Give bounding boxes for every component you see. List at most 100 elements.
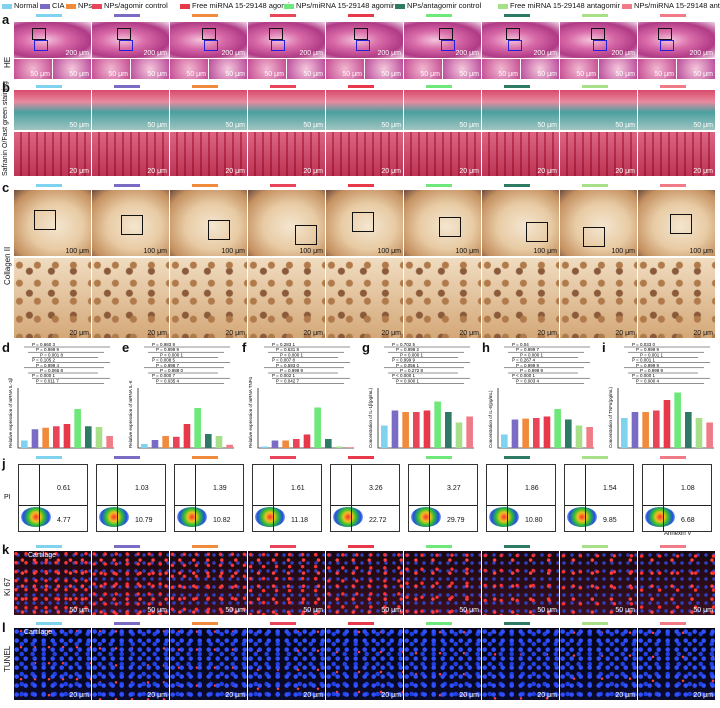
panel-a-letter: a xyxy=(2,12,10,27)
safranin-overview-image: 50 μm xyxy=(638,90,715,130)
legend-swatch xyxy=(40,3,50,9)
scale-bar-label: 20 μm xyxy=(615,692,635,699)
bar xyxy=(554,409,561,448)
chart-axis xyxy=(257,388,354,449)
upper-right-quadrant-value: 1.86 xyxy=(525,485,539,492)
group-color-bar xyxy=(36,14,62,17)
p-value-label: P = 0.999 9 xyxy=(520,368,544,373)
group-color-bar xyxy=(660,184,686,187)
region-box xyxy=(506,28,520,40)
panel-g-letter: g xyxy=(362,340,370,355)
p-value-label: P = 0.272 8 xyxy=(400,368,424,373)
bar xyxy=(63,424,71,448)
scale-bar-label: 50 μm xyxy=(147,607,167,614)
tissue-label: Cartilage xyxy=(24,629,53,636)
p-value-label: P = 0.999 9 xyxy=(636,347,660,352)
scale-bar-label: 50 μm xyxy=(342,71,362,78)
scale-bar-label: 20 μm xyxy=(225,692,245,699)
legend-label: NPs/agomir control xyxy=(104,1,168,10)
safranin-zoom-image: 20 μm xyxy=(404,132,481,176)
scale-bar-label: 50 μm xyxy=(303,122,323,129)
he-zoom-image: 50 μm xyxy=(638,59,676,79)
group-color-bar xyxy=(348,14,374,17)
p-value-label: P < 0.000 1 xyxy=(512,373,536,378)
scale-bar-label: 20 μm xyxy=(459,692,479,699)
p-value-label: P < 0.000 1 xyxy=(280,352,304,357)
bar-chart-i: Concentration of TNFα(pg/mL)P = 0.033 0P… xyxy=(608,342,714,449)
p-value-label: P = 0.003 4 xyxy=(516,378,540,383)
group-color-bar xyxy=(504,545,530,548)
he-overview-image: 200 μm xyxy=(92,22,169,58)
flow-cytometry-plot: 3.26 22.72 xyxy=(330,464,400,532)
he-overview-image: 200 μm xyxy=(482,22,559,58)
tunel-image: 20 μm xyxy=(404,628,481,700)
region-box xyxy=(526,222,548,242)
bar xyxy=(653,410,660,448)
p-value-label: P = 0.035 4 xyxy=(156,378,180,383)
group-color-bar xyxy=(192,622,218,625)
scale-bar-label: 50 μm xyxy=(303,71,323,78)
legend-swatch xyxy=(66,3,76,9)
he-zoom-image: 50 μm xyxy=(209,59,247,79)
flow-cytometry-plot: 1.54 9.85 xyxy=(564,464,634,532)
scale-bar-label: 20 μm xyxy=(381,168,401,175)
bar xyxy=(621,418,628,448)
region-box xyxy=(660,40,674,51)
gate-line-vertical xyxy=(351,465,352,531)
p-value-label: P = 0.702 5 xyxy=(392,342,416,347)
ki67-image: 50 μm xyxy=(404,551,481,615)
chart-axis xyxy=(137,388,234,449)
scale-bar-label: 50 μm xyxy=(108,71,128,78)
bar xyxy=(106,436,113,448)
group-color-bar xyxy=(582,456,608,459)
safranin-overview-image: 50 μm xyxy=(482,90,559,130)
he-zoom-image: 50 μm xyxy=(404,59,442,79)
bar-chart-e: Relative expression of mRNA IL-6 P = 0.98… xyxy=(128,342,234,449)
p-value-label: P = 0.631 8 xyxy=(276,347,300,352)
p-value-label: P = 0.999 9 xyxy=(280,368,304,373)
safranin-zoom-image: 20 μm xyxy=(170,132,247,176)
group-color-bar xyxy=(582,622,608,625)
group-color-bar xyxy=(582,14,608,17)
collagen-zoom-image: 20 μm xyxy=(560,258,637,338)
p-value-label: P = 0.002 1 xyxy=(272,373,296,378)
collagen-overview-image: 100 μm xyxy=(170,190,247,256)
bar xyxy=(533,418,540,448)
safranin-overview-image: 50 μm xyxy=(248,90,325,130)
he-zoom-image: 50 μm xyxy=(248,59,286,79)
safranin-overview-image: 50 μm xyxy=(92,90,169,130)
p-value-label: P = 0.267 4 xyxy=(512,358,536,363)
gate-line-horizontal xyxy=(331,505,399,506)
group-color-bar xyxy=(114,456,140,459)
scale-bar-label: 20 μm xyxy=(69,330,89,337)
tunel-image: 20 μm xyxy=(638,628,715,700)
upper-right-quadrant-value: 3.27 xyxy=(447,485,461,492)
scale-bar-label: 200 μm xyxy=(377,50,402,57)
scale-bar-label: 50 μm xyxy=(147,71,167,78)
group-color-bar xyxy=(270,14,296,17)
collagen-overview-image: 100 μm xyxy=(92,190,169,256)
scale-bar-label: 50 μm xyxy=(576,71,596,78)
scale-bar-label: 100 μm xyxy=(611,248,636,255)
tunel-image: 20 μm xyxy=(248,628,325,700)
upper-right-quadrant-value: 1.39 xyxy=(213,485,227,492)
scale-bar-label: 50 μm xyxy=(654,71,674,78)
p-value-label: P = 0.056 1 xyxy=(396,363,420,368)
cell-population-cloud xyxy=(489,507,519,527)
gate-line-vertical xyxy=(273,465,274,531)
bar xyxy=(325,439,332,448)
group-color-bar xyxy=(348,184,374,187)
bar xyxy=(391,410,399,448)
legend-item: NPs/miRNA 15-29148 agomir xyxy=(284,1,394,11)
bar xyxy=(565,419,572,448)
collagen-zoom-image: 20 μm xyxy=(92,258,169,338)
bar xyxy=(706,422,713,448)
p-value-label: P = 0.000 7 xyxy=(152,373,176,378)
scale-bar-label: 20 μm xyxy=(693,692,713,699)
he-overview-image: 200 μm xyxy=(560,22,637,58)
bar xyxy=(226,444,233,448)
p-value-label: P = 0.998 2 xyxy=(396,347,420,352)
bar xyxy=(695,418,703,448)
group-color-bar xyxy=(426,456,452,459)
he-overview-image: 200 μm xyxy=(248,22,325,58)
